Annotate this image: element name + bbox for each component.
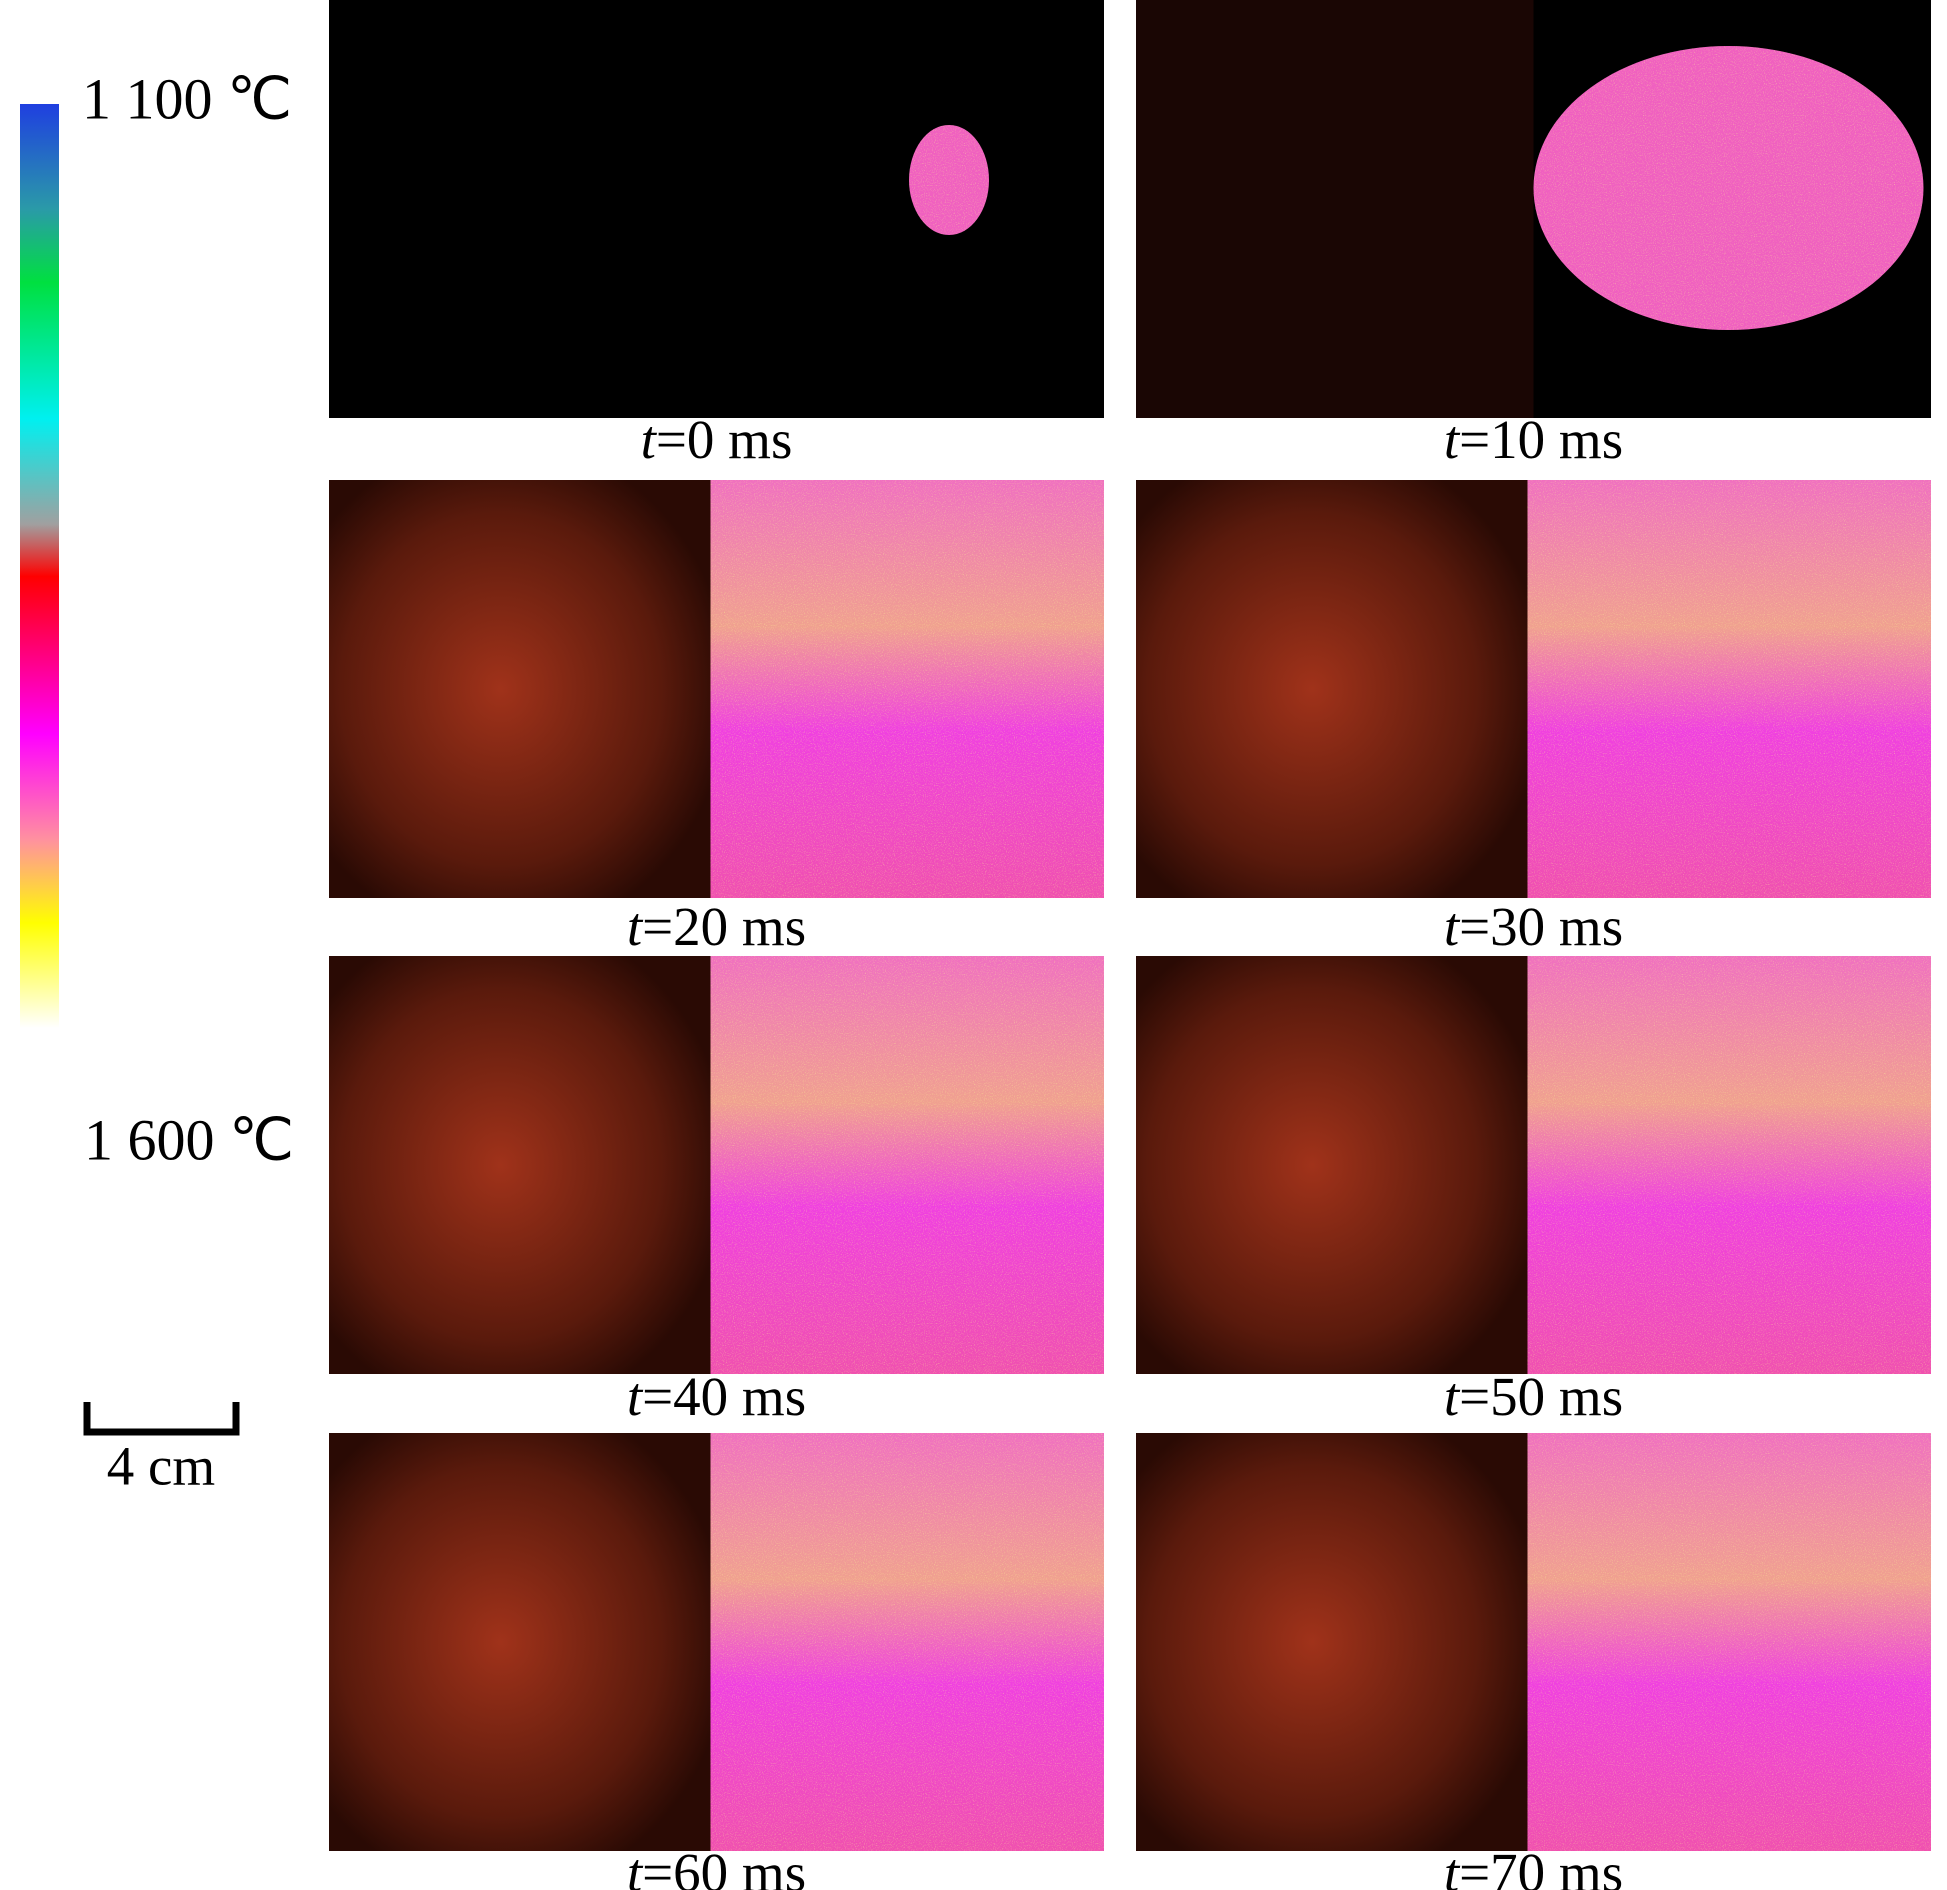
time-variable: t — [627, 1366, 644, 1427]
scale-bar-label: 4 cm — [107, 1436, 215, 1497]
visible-half — [329, 1433, 711, 1851]
hot-spot-noise — [909, 125, 989, 235]
image-background — [329, 0, 1104, 418]
temperature-noise — [1527, 956, 1931, 1374]
time-label: t=40 ms — [627, 1366, 806, 1427]
time-value: =70 ms — [1459, 1842, 1623, 1890]
time-value: =10 ms — [1459, 409, 1623, 470]
time-label: t=60 ms — [627, 1842, 806, 1890]
time-value: =20 ms — [642, 896, 806, 957]
visible-half — [1136, 480, 1528, 898]
thermal-image — [1136, 480, 1931, 898]
visible-half — [1136, 1433, 1528, 1851]
thermal-image — [329, 1433, 1104, 1851]
time-value: =30 ms — [1459, 896, 1623, 957]
thermal-image — [329, 956, 1104, 1374]
panels: t=0 ms t=10 mst=20 ms t=30 mst=40 ms t=50 m… — [329, 0, 1931, 1890]
thermal-image — [1136, 1433, 1931, 1851]
time-label: t=20 ms — [627, 896, 806, 957]
temperature-noise — [1527, 480, 1931, 898]
time-value: =0 ms — [656, 409, 792, 470]
temperature-noise — [710, 480, 1104, 898]
colorbar-bottom-label: 1 600 ℃ — [84, 1107, 294, 1172]
time-value: =50 ms — [1459, 1366, 1623, 1427]
time-label: t=0 ms — [641, 409, 793, 470]
time-variable: t — [1444, 409, 1461, 470]
hot-region-noise — [1533, 46, 1924, 330]
visible-half — [1136, 956, 1528, 1374]
time-variable: t — [1444, 1842, 1461, 1890]
time-label: t=10 ms — [1444, 409, 1623, 470]
temperature-noise — [1527, 1433, 1931, 1851]
time-variable: t — [627, 1842, 644, 1890]
colorbar-top-label: 1 100 ℃ — [82, 66, 292, 131]
time-label: t=30 ms — [1444, 896, 1623, 957]
time-value: =60 ms — [642, 1842, 806, 1890]
thermal-image — [1136, 0, 1931, 418]
thermal-image — [329, 0, 1104, 418]
time-value: =40 ms — [642, 1366, 806, 1427]
thermal-image — [329, 480, 1104, 898]
scale-bar — [83, 1402, 240, 1436]
time-variable: t — [641, 409, 658, 470]
visible-half — [329, 480, 711, 898]
colorbar — [20, 104, 59, 1154]
thermal-image — [1136, 956, 1931, 1374]
visible-half — [329, 956, 711, 1374]
dim-region — [1136, 0, 1534, 418]
time-variable: t — [1444, 1366, 1461, 1427]
time-variable: t — [1444, 896, 1461, 957]
temperature-noise — [710, 956, 1104, 1374]
temperature-noise — [710, 1433, 1104, 1851]
time-label: t=70 ms — [1444, 1842, 1623, 1890]
time-label: t=50 ms — [1444, 1366, 1623, 1427]
time-variable: t — [627, 896, 644, 957]
